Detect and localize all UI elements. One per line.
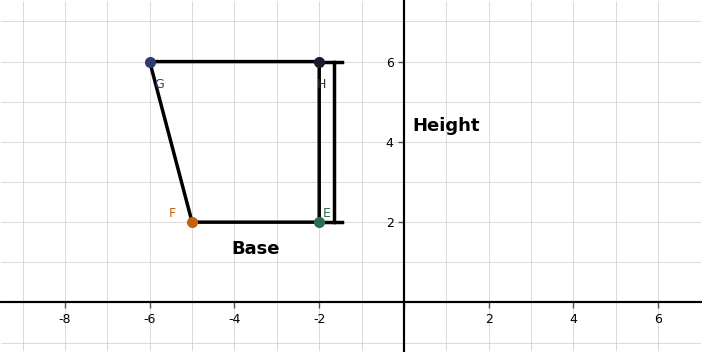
Text: G: G bbox=[154, 78, 164, 91]
Text: F: F bbox=[168, 207, 176, 220]
Text: E: E bbox=[323, 207, 331, 220]
Text: Height: Height bbox=[413, 117, 480, 135]
Text: H: H bbox=[317, 78, 326, 91]
Text: Base: Base bbox=[232, 240, 280, 258]
